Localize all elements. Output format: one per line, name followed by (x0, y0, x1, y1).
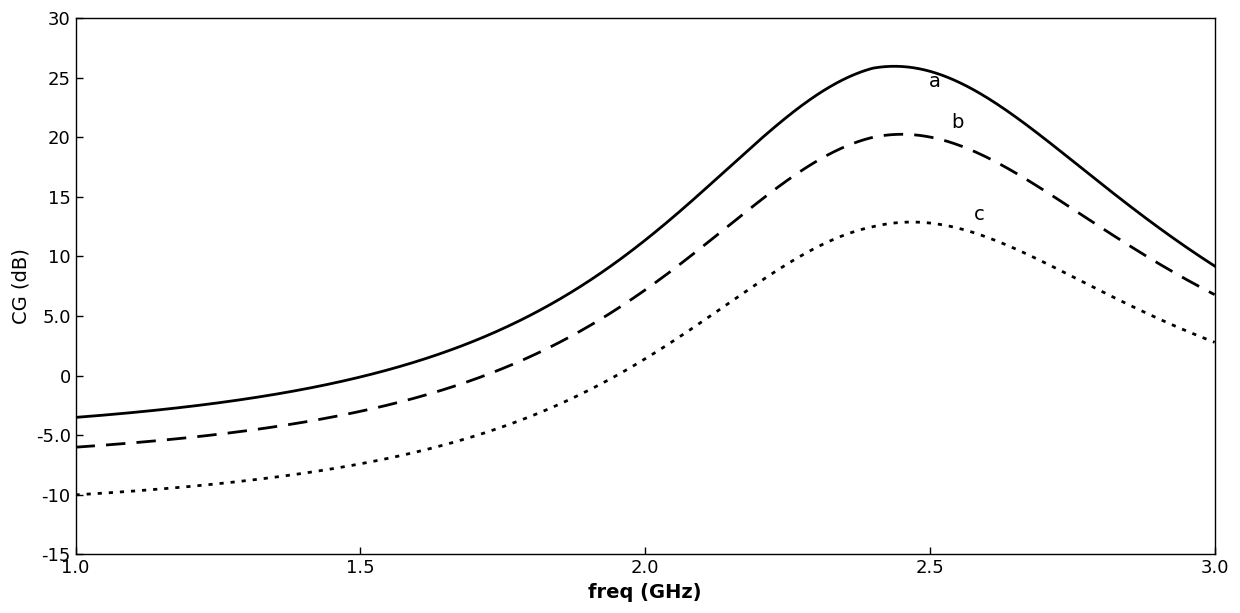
Text: a: a (929, 72, 940, 91)
Text: c: c (973, 205, 985, 224)
Text: b: b (951, 113, 963, 132)
Y-axis label: CG (dB): CG (dB) (11, 248, 30, 324)
X-axis label: freq (GHz): freq (GHz) (588, 583, 702, 602)
